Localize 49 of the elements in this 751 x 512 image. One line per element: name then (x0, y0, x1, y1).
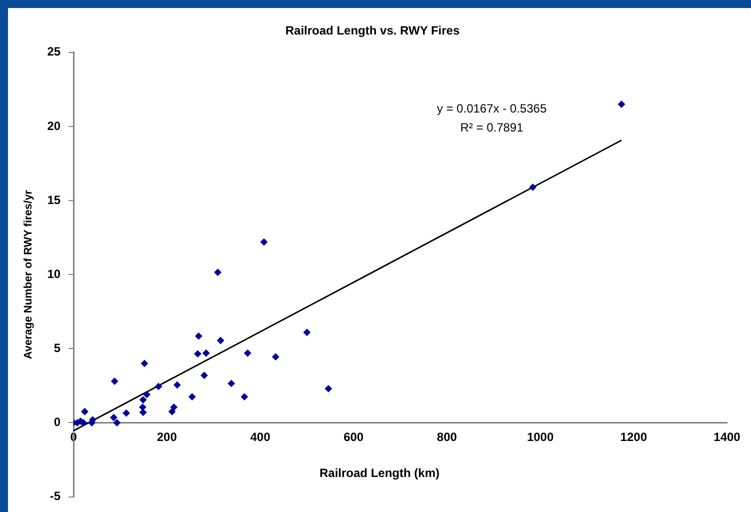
point (143, 391, 150, 398)
point (139, 404, 146, 411)
point (113, 419, 120, 426)
x-axis-title: Railroad Length (km) (318, 466, 440, 480)
point (244, 350, 252, 357)
x-tick-label: 1400 (714, 430, 741, 444)
point (170, 404, 178, 411)
x-tick-label: 1000 (526, 430, 554, 444)
chart-title: Railroad Length vs. RWY Fires (285, 24, 460, 38)
point (168, 408, 176, 416)
y-tick-label: 5 (54, 340, 61, 355)
point (272, 353, 280, 360)
x-tick-label: 600 (344, 430, 364, 444)
point (217, 337, 224, 344)
point (228, 380, 235, 387)
point (110, 414, 118, 422)
point (240, 393, 248, 400)
point (81, 408, 88, 416)
point (202, 350, 210, 357)
point (140, 396, 147, 404)
point (200, 372, 208, 379)
point (140, 408, 147, 416)
y-tick-label: 10 (47, 266, 61, 281)
y-axis-title: Average Number of RWY fires/yr (22, 189, 35, 360)
y-tick-label: 25 (47, 44, 61, 59)
x-tick-label: 800 (436, 430, 458, 444)
point (303, 328, 310, 336)
y-tick-label: 20 (47, 118, 61, 133)
point (260, 238, 268, 246)
point (188, 393, 196, 400)
x-tick-label: 200 (156, 430, 178, 444)
point (174, 381, 181, 388)
point (214, 268, 222, 276)
x-tick-label: 400 (250, 430, 271, 444)
x-tick-label: 1200 (620, 430, 648, 444)
point (195, 332, 202, 340)
annotation: y = 0.0167x - 0.5365 (436, 101, 547, 116)
y-tick-label: 0 (54, 415, 61, 430)
point (324, 385, 332, 392)
point (194, 350, 202, 358)
y-tick-label: -5 (50, 489, 61, 504)
point (140, 360, 148, 367)
point (618, 100, 626, 108)
point (529, 184, 536, 191)
point (122, 410, 130, 417)
point (154, 382, 162, 390)
y-tick-label: 15 (47, 192, 61, 207)
annotation: R² = 0.7891 (460, 120, 524, 134)
point (111, 378, 118, 385)
